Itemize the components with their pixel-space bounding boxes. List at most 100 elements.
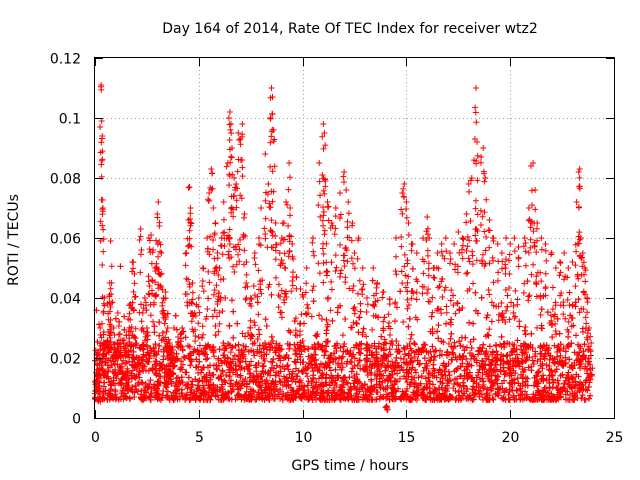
baseline-point <box>329 317 336 324</box>
baseline-point <box>159 364 166 371</box>
baseline-point <box>190 349 197 356</box>
baseline-point <box>270 356 277 363</box>
baseline-point <box>479 357 486 364</box>
baseline-point <box>475 371 482 378</box>
baseline-point <box>312 346 319 353</box>
baseline-point <box>332 366 339 373</box>
baseline-point <box>493 355 500 362</box>
baseline-point <box>485 332 492 339</box>
baseline-point <box>240 342 247 349</box>
baseline-point <box>255 326 262 333</box>
baseline-point <box>352 391 359 398</box>
baseline-point <box>553 385 560 392</box>
baseline-point <box>226 342 233 349</box>
baseline-point <box>185 381 192 388</box>
baseline-point <box>557 372 564 379</box>
baseline-point <box>565 333 572 340</box>
baseline-point <box>182 369 189 376</box>
baseline-point <box>348 368 355 375</box>
baseline-point <box>321 352 328 359</box>
baseline-point <box>452 387 459 394</box>
baseline-point <box>195 370 202 377</box>
baseline-point <box>407 345 414 352</box>
baseline-point <box>508 372 515 379</box>
baseline-point <box>223 394 230 401</box>
baseline-point <box>187 356 194 363</box>
baseline-point <box>362 366 369 373</box>
baseline-point <box>551 342 558 349</box>
baseline-point <box>327 367 334 374</box>
baseline-point <box>457 373 464 380</box>
baseline-point <box>420 347 427 354</box>
baseline-point <box>580 348 587 355</box>
baseline-point <box>516 363 523 370</box>
baseline-point <box>394 363 401 370</box>
baseline-point <box>262 387 269 394</box>
baseline-point <box>520 368 527 375</box>
baseline-point <box>486 343 493 350</box>
baseline-point <box>257 373 264 380</box>
baseline-point <box>202 351 209 358</box>
baseline-point <box>97 375 104 382</box>
baseline-point <box>586 395 593 402</box>
baseline-point <box>234 392 241 399</box>
baseline-point <box>565 343 572 350</box>
baseline-point <box>205 295 212 302</box>
baseline-point <box>236 363 243 370</box>
baseline-point <box>267 367 274 374</box>
baseline-point <box>200 387 207 394</box>
baseline-point <box>179 379 186 386</box>
baseline-point <box>412 369 419 376</box>
baseline-point <box>547 352 554 359</box>
baseline-point <box>539 325 546 332</box>
baseline-point <box>142 367 149 374</box>
baseline-point <box>351 383 358 390</box>
baseline-point <box>226 373 233 380</box>
baseline-point <box>550 379 557 386</box>
baseline-point <box>217 396 224 403</box>
baseline-point <box>330 359 337 366</box>
baseline-point <box>560 384 567 391</box>
baseline-point <box>259 362 266 369</box>
baseline-point <box>443 352 450 359</box>
baseline-point <box>301 383 308 390</box>
baseline-point <box>423 383 430 390</box>
baseline-point <box>235 385 242 392</box>
baseline-point <box>507 380 514 387</box>
baseline-point <box>182 334 189 341</box>
baseline-point <box>564 388 571 395</box>
baseline-point <box>342 315 349 322</box>
baseline-point <box>291 318 298 325</box>
baseline-point <box>399 388 406 395</box>
baseline-point <box>231 352 238 359</box>
baseline-point <box>187 389 194 396</box>
baseline-point <box>346 374 353 381</box>
baseline-point <box>189 378 196 385</box>
baseline-point <box>444 382 451 389</box>
baseline-point <box>368 377 375 384</box>
baseline-point <box>254 350 261 357</box>
baseline-point <box>173 326 180 333</box>
baseline-point <box>569 376 576 383</box>
baseline-point <box>226 322 233 329</box>
baseline-point <box>300 386 307 393</box>
baseline-point <box>436 366 443 373</box>
baseline-point <box>312 332 319 339</box>
baseline-point <box>356 349 363 356</box>
baseline-point <box>514 337 521 344</box>
baseline-point <box>358 384 365 391</box>
baseline-point <box>400 318 407 325</box>
baseline-point <box>344 380 351 387</box>
baseline-point <box>338 367 345 374</box>
baseline-point <box>408 359 415 366</box>
baseline-point <box>214 366 221 373</box>
baseline-point <box>210 386 217 393</box>
baseline-point <box>292 389 299 396</box>
baseline-point <box>304 373 311 380</box>
baseline-point <box>371 371 378 378</box>
baseline-point <box>151 323 158 330</box>
baseline-point <box>427 370 434 377</box>
baseline-point <box>343 379 350 386</box>
baseline-point <box>187 396 194 403</box>
baseline-point <box>96 321 103 328</box>
